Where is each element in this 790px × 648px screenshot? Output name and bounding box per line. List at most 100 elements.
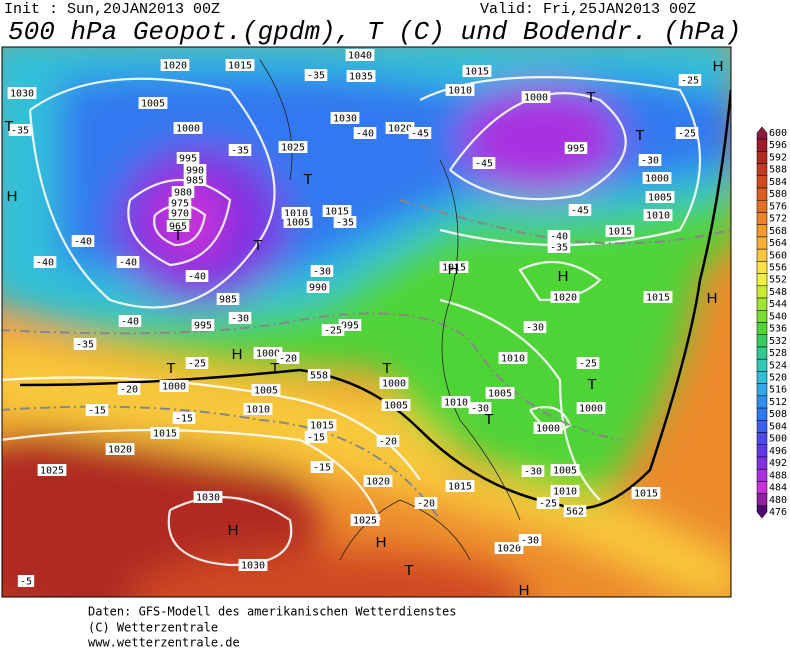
temperature-field — [2, 47, 731, 597]
pressure-center: H — [558, 268, 569, 285]
isoline-label: 1010 — [246, 405, 270, 416]
colorbar-cell — [756, 310, 768, 323]
isoline-label: -45 — [571, 206, 589, 217]
isoline-label: -20 — [279, 354, 297, 365]
isoline-label: -40 — [74, 237, 92, 248]
label-box — [8, 124, 32, 136]
colorbar-cell — [756, 468, 768, 482]
label-box — [228, 312, 252, 324]
isoline-label: 1030 — [10, 89, 34, 100]
colorbar-cell — [756, 297, 768, 311]
colorbar-cell — [756, 138, 768, 152]
isoline-label: 985 — [219, 295, 237, 306]
colorbar-cell — [756, 236, 768, 250]
colorbar-cell — [756, 212, 768, 225]
label-box — [445, 480, 475, 492]
label-box — [17, 575, 35, 587]
isoline-label: 1010 — [646, 211, 670, 222]
isoline-label: -15 — [88, 406, 106, 417]
isoline-label: 1005 — [286, 218, 310, 229]
label-box — [105, 443, 135, 455]
label-box — [631, 487, 661, 499]
label-box — [439, 261, 469, 273]
isoline-label: -35 — [336, 218, 354, 229]
label-box — [523, 321, 547, 333]
label-box — [310, 461, 334, 473]
isoline-label: -15 — [175, 414, 193, 425]
isoline-label: 1010 — [553, 487, 577, 498]
colorbar: 6005965925885845805765725685645605565525… — [756, 126, 787, 519]
colorbar-label: 580 — [769, 189, 787, 200]
label-box — [521, 465, 545, 477]
isoline-label: 1040 — [348, 51, 372, 62]
isoline-label: -25 — [681, 76, 699, 87]
label-box — [306, 281, 330, 293]
isoline-label: 1000 — [382, 379, 406, 390]
isoline-label: 1005 — [254, 386, 278, 397]
colorbar-cell — [756, 432, 768, 446]
label-box — [71, 235, 95, 247]
pressure-center: T — [4, 118, 13, 135]
label-box — [376, 435, 400, 447]
label-box — [563, 505, 587, 517]
isoline-label: -40 — [36, 258, 54, 269]
label-box — [276, 352, 300, 364]
label-box — [191, 319, 215, 331]
map-labels: 1020 101510301005100099599098598097597096… — [4, 49, 723, 599]
isoline-label: 1015 — [608, 227, 632, 238]
pressure-center: T — [635, 127, 644, 144]
colorbar-label: 516 — [769, 385, 787, 396]
isoline-label: -35 — [76, 340, 94, 351]
label-box — [37, 464, 67, 476]
coastlines — [259, 59, 521, 561]
colorbar-label: 596 — [769, 140, 787, 151]
label-box — [346, 70, 376, 82]
isoline-label: 1015 — [448, 482, 472, 493]
label-box — [183, 164, 207, 176]
isoline-label: 1015 — [153, 429, 177, 440]
isoline-label: 1020 — [553, 293, 577, 304]
pressure-center: T — [484, 411, 493, 428]
isoline-label: 1020 — [108, 445, 132, 456]
label-box — [193, 491, 223, 503]
isoline-label: -30 — [524, 467, 542, 478]
colorbar-label: 588 — [769, 165, 787, 176]
isoline-label: 1030 — [333, 114, 357, 125]
colorbar-label: 484 — [769, 483, 787, 494]
label-box — [675, 127, 699, 139]
pressure-center: H — [519, 582, 530, 599]
label-box — [322, 205, 352, 217]
isoline-label: 1015 — [634, 489, 658, 500]
label-box — [183, 174, 207, 186]
label-box — [304, 431, 328, 443]
label-box — [363, 475, 393, 487]
colorbar-label: 512 — [769, 397, 787, 408]
label-box — [116, 256, 140, 268]
isoline-label: -20 — [417, 499, 435, 510]
colorbar-label: 532 — [769, 336, 787, 347]
colorbar-cell — [756, 224, 768, 238]
footer-line: (C) Wetterzentrale — [88, 621, 218, 635]
isoline-label: 990 — [186, 166, 204, 177]
isoline-label: -45 — [411, 129, 429, 140]
colorbar-label: 544 — [769, 299, 787, 310]
isoline-label: -35 — [307, 71, 325, 82]
isoline-label: -30 — [231, 314, 249, 325]
isoline-label: -40 — [550, 232, 568, 243]
label-box — [176, 152, 200, 164]
label-box — [225, 59, 255, 71]
pressure-center: H — [376, 534, 387, 551]
label-box — [7, 87, 37, 99]
colorbar-label: 540 — [769, 311, 787, 322]
label-box — [73, 338, 97, 350]
isoline-label: -25 — [579, 359, 597, 370]
isoline-label: 1030 — [241, 561, 265, 572]
colorbar-cell — [756, 383, 768, 397]
isoline-label: -35 — [11, 126, 29, 137]
isoline-label: 1010 — [284, 209, 308, 220]
colorbar-cell — [756, 481, 768, 494]
label-box — [536, 497, 560, 509]
isoline-label: 1020 — [388, 124, 412, 135]
